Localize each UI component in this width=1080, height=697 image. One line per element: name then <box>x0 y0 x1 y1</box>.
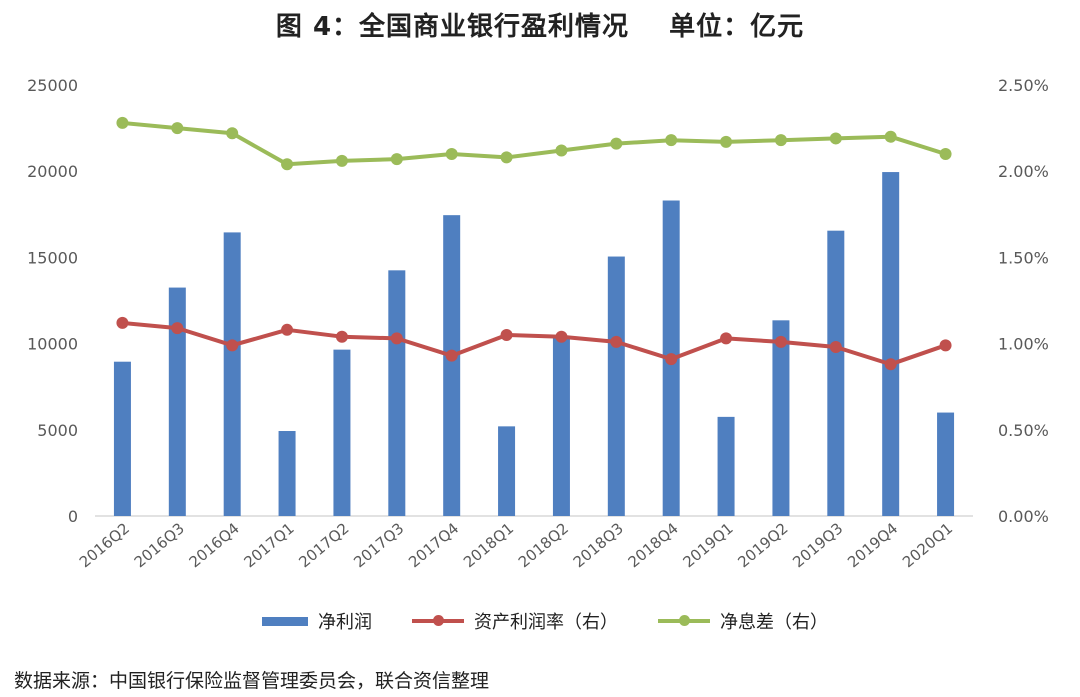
bar-net-profit <box>717 416 735 516</box>
legend-swatch-net-profit <box>262 616 308 626</box>
y-right-tick-label: 2.50% <box>998 76 1049 95</box>
x-tick-label: 2016Q4 <box>186 519 243 571</box>
bar-net-profit <box>772 320 790 516</box>
point-nim <box>226 127 239 140</box>
legend-swatch-roa <box>412 615 464 626</box>
point-roa <box>720 332 733 345</box>
x-tick-label: 2018Q1 <box>460 519 517 571</box>
legend-label-net-profit: 净利润 <box>318 612 372 633</box>
x-tick-label: 2016Q3 <box>131 519 188 571</box>
point-nim <box>390 153 403 166</box>
bar-net-profit <box>388 270 406 516</box>
bar-net-profit <box>113 361 131 516</box>
point-nim <box>335 154 348 167</box>
bar-net-profit <box>937 412 955 516</box>
y-right-tick-label: 0.50% <box>998 421 1049 440</box>
point-roa <box>665 353 678 366</box>
y-right-tick-label: 2.00% <box>998 162 1049 181</box>
y-right-tick-label: 1.00% <box>998 335 1049 354</box>
y-left-tick-label: 5000 <box>37 421 78 440</box>
x-tick-label: 2017Q1 <box>240 519 297 571</box>
y-left-tick-label: 0 <box>68 507 78 526</box>
point-roa <box>171 322 184 335</box>
point-roa <box>445 349 458 362</box>
y-left-tick-label: 10000 <box>27 335 78 354</box>
point-nim <box>281 158 294 171</box>
point-nim <box>774 134 787 147</box>
x-tick-label: 2017Q4 <box>405 519 462 571</box>
point-nim <box>939 147 952 160</box>
point-roa <box>281 323 294 336</box>
point-nim <box>720 135 733 148</box>
point-roa <box>774 335 787 348</box>
bar-net-profit <box>827 230 845 517</box>
chart-legend: 净利润 资产利润率（右） 净息差（右） <box>262 608 828 634</box>
x-tick-label: 2017Q3 <box>350 519 407 571</box>
x-tick-label: 2016Q2 <box>76 519 133 571</box>
point-roa <box>335 330 348 343</box>
point-nim <box>171 122 184 135</box>
legend-label-nim: 净息差（右） <box>720 612 828 633</box>
bar-net-profit <box>278 431 296 516</box>
point-nim <box>116 116 129 129</box>
bar-net-profit <box>333 349 351 516</box>
x-tick-label: 2017Q2 <box>295 519 352 571</box>
point-roa <box>884 358 897 371</box>
bar-net-profit <box>443 215 461 517</box>
point-nim <box>555 144 568 157</box>
chart-title-main: 图 4：全国商业银行盈利情况 <box>275 12 630 42</box>
y-left-tick-label: 15000 <box>27 248 78 267</box>
point-nim <box>445 147 458 160</box>
chart-title-unit: 单位：亿元 <box>669 12 805 42</box>
bar-net-profit <box>498 426 516 516</box>
data-source-note: 数据来源：中国银行保险监督管理委员会，联合资信整理 <box>14 670 490 692</box>
point-roa <box>939 339 952 352</box>
legend-item-nim: 净息差（右） <box>658 608 828 634</box>
point-roa <box>116 316 129 329</box>
point-roa <box>500 328 513 341</box>
bar-net-profit <box>223 232 241 517</box>
y-left-tick-label: 20000 <box>27 162 78 181</box>
point-roa <box>829 341 842 354</box>
x-tick-label: 2020Q1 <box>899 519 956 571</box>
point-nim <box>665 134 678 147</box>
bar-net-profit <box>607 256 625 516</box>
chart-title: 图 4：全国商业银行盈利情况 单位：亿元 <box>0 6 1080 43</box>
x-tick-label: 2019Q2 <box>734 519 791 571</box>
point-nim <box>610 137 623 150</box>
point-roa <box>555 330 568 343</box>
x-tick-label: 2019Q3 <box>789 519 846 571</box>
x-tick-label: 2019Q4 <box>844 519 901 571</box>
bar-net-profit <box>882 172 900 516</box>
point-roa <box>390 332 403 345</box>
point-roa <box>610 335 623 348</box>
x-tick-label: 2018Q4 <box>625 519 682 571</box>
bar-net-profit <box>168 287 186 516</box>
y-right-tick-label: 1.50% <box>998 248 1049 267</box>
legend-label-roa: 资产利润率（右） <box>474 612 618 633</box>
legend-swatch-nim <box>658 615 710 626</box>
y-left-tick-label: 25000 <box>27 76 78 95</box>
line-nim <box>122 120 947 167</box>
point-nim <box>500 151 513 164</box>
point-nim <box>829 132 842 145</box>
legend-item-net-profit: 净利润 <box>262 608 372 634</box>
x-tick-label: 2019Q1 <box>679 519 736 571</box>
point-roa <box>226 339 239 352</box>
y-right-tick-label: 0.00% <box>998 507 1049 526</box>
x-tick-label: 2018Q3 <box>570 519 627 571</box>
point-nim <box>884 130 897 143</box>
line-roa <box>122 320 947 367</box>
legend-item-roa: 资产利润率（右） <box>412 608 618 634</box>
x-tick-label: 2018Q2 <box>515 519 572 571</box>
bar-net-profit <box>552 336 570 516</box>
